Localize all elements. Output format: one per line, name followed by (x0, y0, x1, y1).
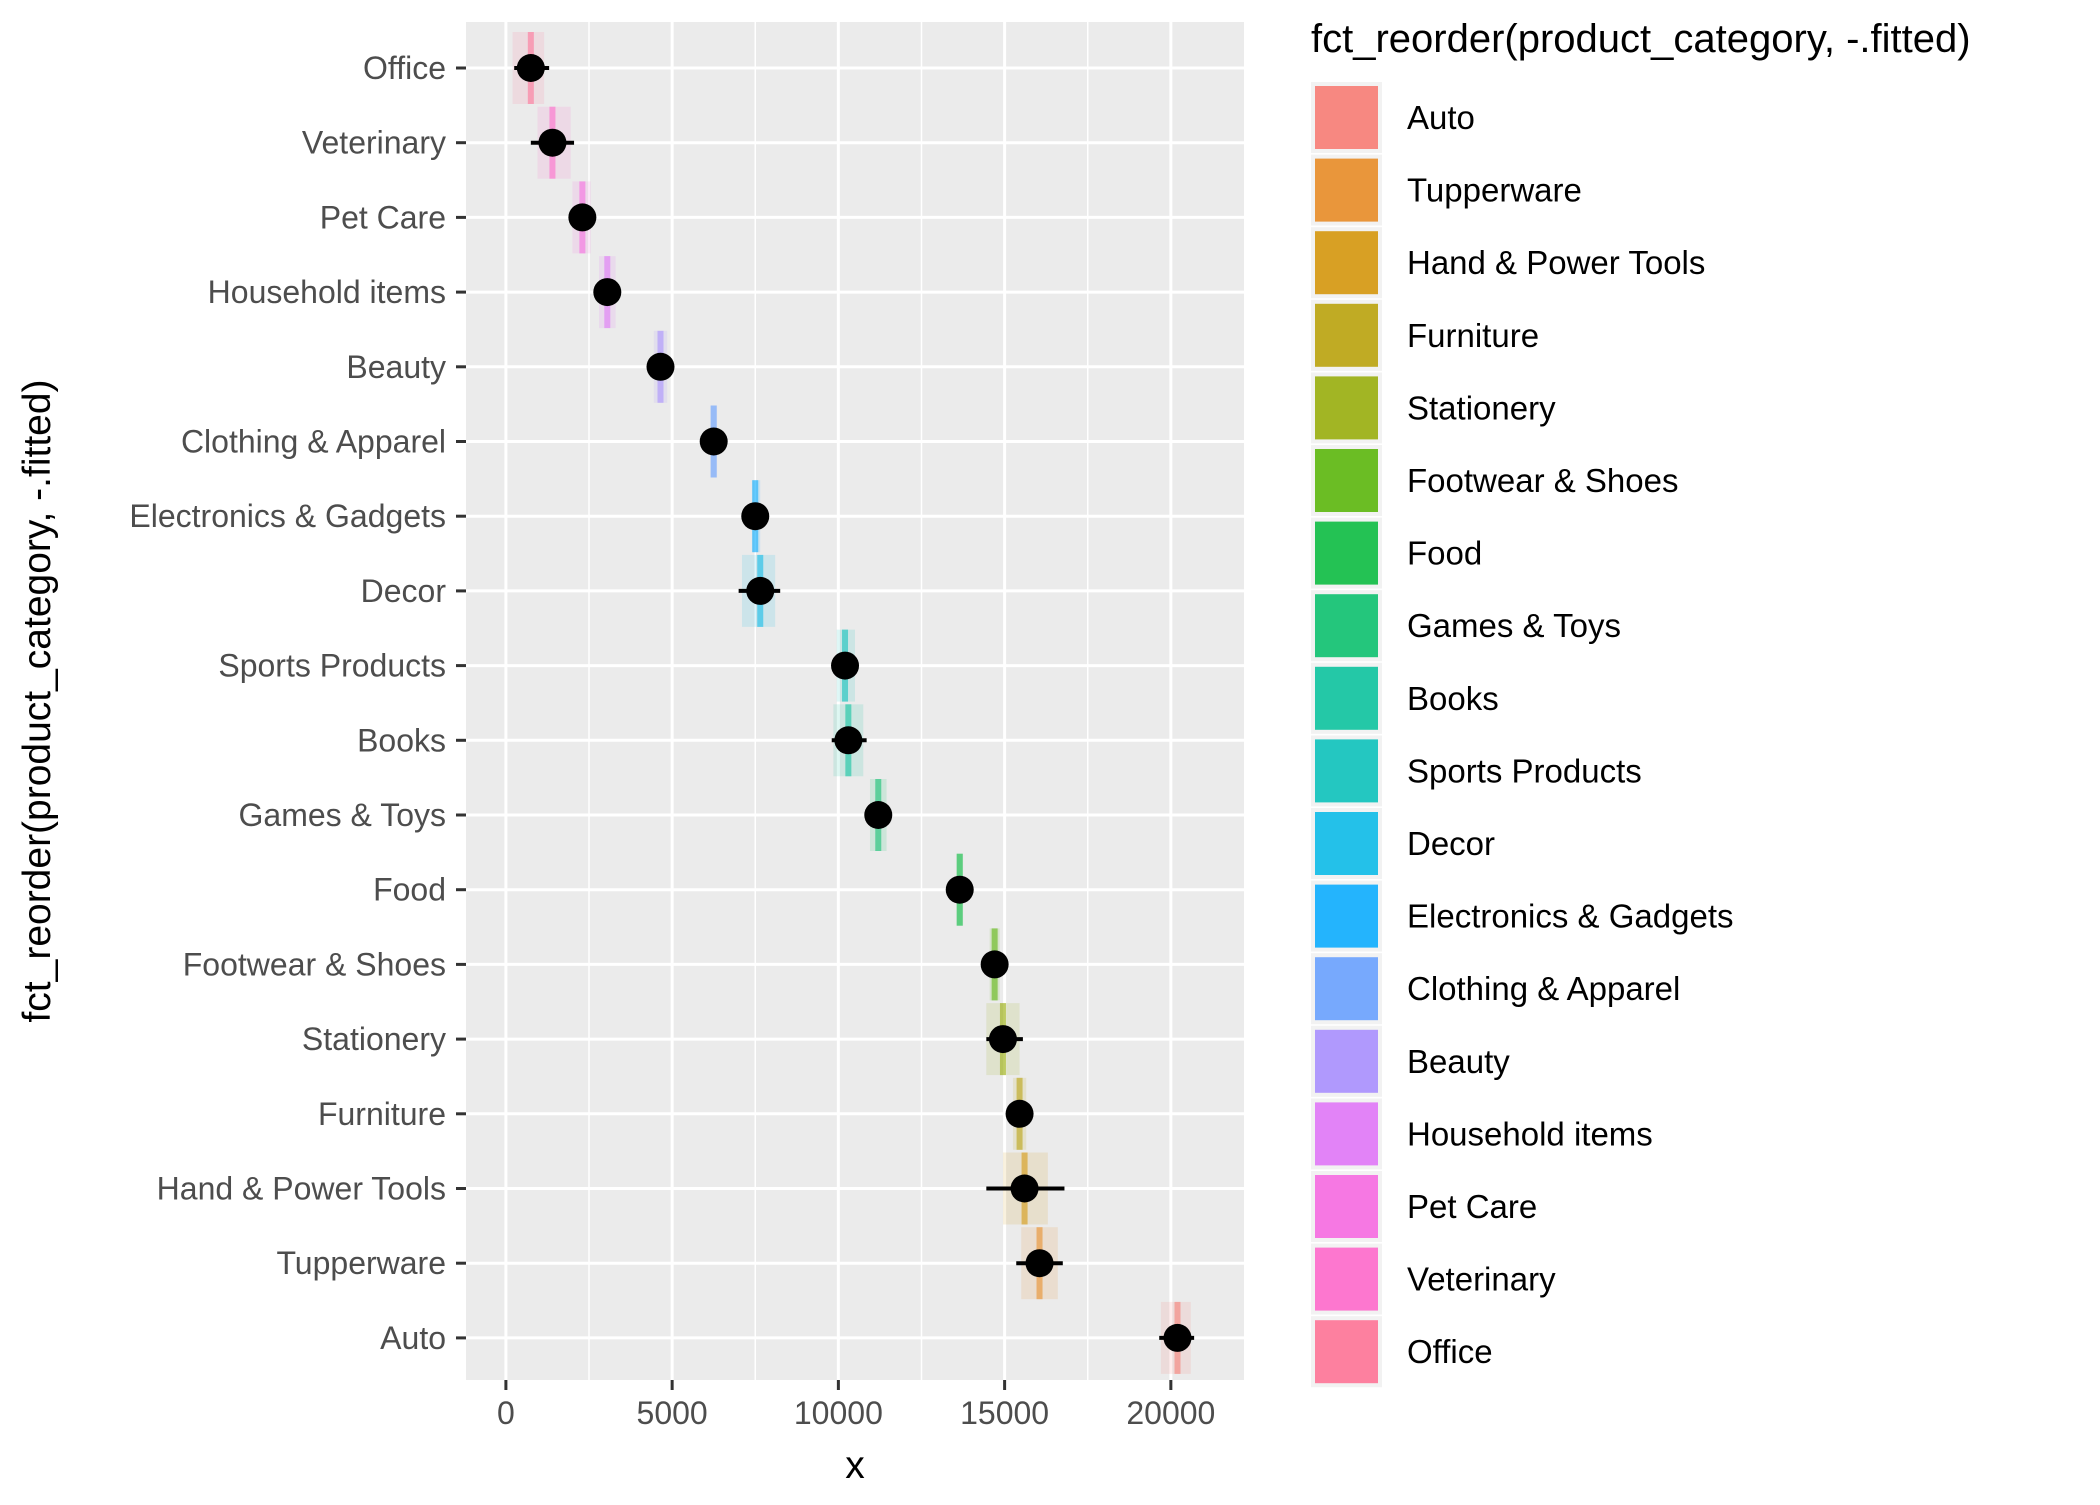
legend-label-sports-products: Sports Products (1407, 752, 1642, 789)
legend-swatch-books (1315, 666, 1378, 730)
y-tick-label-household-items: Household items (208, 274, 446, 310)
x-tick-label: 15000 (960, 1395, 1049, 1431)
legend-swatch-office (1315, 1320, 1378, 1384)
data-point-decor (746, 576, 775, 605)
data-point-clothing-and-apparel (699, 427, 728, 456)
y-tick-label-tupperware: Tupperware (276, 1245, 446, 1281)
data-point-games-and-toys (864, 801, 893, 829)
legend-label-books: Books (1407, 680, 1499, 717)
legend: fct_reorder(product_category, -.fitted) … (1311, 17, 1971, 1388)
legend-label-veterinary: Veterinary (1407, 1261, 1556, 1298)
data-point-beauty (646, 352, 675, 381)
data-point-auto (1163, 1323, 1192, 1352)
legend-swatch-beauty (1315, 1029, 1378, 1093)
y-tick-label-stationery: Stationery (302, 1021, 446, 1057)
legend-swatch-games-and-toys (1315, 594, 1378, 658)
x-tick-label: 10000 (794, 1395, 883, 1431)
data-point-furniture (1005, 1099, 1034, 1128)
legend-swatch-clothing-and-apparel (1315, 957, 1378, 1021)
x-tick-label: 0 (497, 1395, 515, 1431)
legend-label-clothing-and-apparel: Clothing & Apparel (1407, 970, 1680, 1007)
data-points (516, 54, 1192, 1352)
legend-label-office: Office (1407, 1333, 1493, 1370)
legend-swatch-pet-care (1315, 1175, 1378, 1238)
legend-label-food: Food (1407, 535, 1482, 572)
y-tick-label-clothing-and-apparel: Clothing & Apparel (181, 424, 446, 460)
legend-swatch-hand-and-power-tools (1315, 231, 1378, 295)
y-tick-label-food: Food (373, 872, 446, 908)
y-tick-label-decor: Decor (361, 573, 447, 609)
y-tick-label-beauty: Beauty (346, 349, 446, 385)
legend-swatch-auto (1315, 86, 1378, 149)
y-tick-label-veterinary: Veterinary (302, 125, 446, 161)
y-tick-label-games-and-toys: Games & Toys (239, 797, 446, 833)
legend-swatch-decor (1315, 812, 1378, 875)
legend-label-furniture: Furniture (1407, 317, 1539, 354)
data-point-hand-and-power-tools (1010, 1174, 1039, 1203)
data-point-electronics-and-gadgets (741, 502, 770, 531)
x-tick-label: 20000 (1126, 1395, 1215, 1431)
y-tick-label-sports-products: Sports Products (218, 648, 446, 684)
y-tick-label-books: Books (357, 722, 446, 758)
legend-title: fct_reorder(product_category, -.fitted) (1311, 17, 1971, 61)
legend-label-hand-and-power-tools: Hand & Power Tools (1407, 244, 1705, 281)
legend-label-beauty: Beauty (1407, 1043, 1510, 1080)
plot-panel (466, 22, 1244, 1380)
data-point-veterinary (538, 128, 567, 157)
data-point-pet-care (568, 203, 597, 232)
data-point-books (834, 726, 863, 755)
data-point-office (516, 54, 545, 82)
panel-background (466, 22, 1244, 1380)
legend-label-stationery: Stationery (1407, 389, 1556, 426)
y-axis-title: fct_reorder(product_category, -.fitted) (16, 379, 59, 1022)
legend-swatch-furniture (1315, 303, 1378, 367)
y-tick-label-electronics-and-gadgets: Electronics & Gadgets (129, 498, 446, 534)
data-point-sports-products (831, 651, 860, 680)
y-tick-label-hand-and-power-tools: Hand & Power Tools (157, 1171, 446, 1207)
y-tick-label-footwear-and-shoes: Footwear & Shoes (183, 946, 446, 982)
data-point-household-items (593, 278, 622, 307)
x-axis-title: x (845, 1444, 865, 1487)
data-point-stationery (988, 1025, 1017, 1054)
y-tick-label-furniture: Furniture (318, 1096, 446, 1132)
legend-swatch-electronics-and-gadgets (1315, 884, 1378, 948)
legend-label-footwear-and-shoes: Footwear & Shoes (1407, 462, 1678, 499)
axes: 0 5000 10000 15000 20000 Office Veterinary Pet … (129, 50, 1215, 1431)
legend-label-pet-care: Pet Care (1407, 1188, 1537, 1225)
legend-label-electronics-and-gadgets: Electronics & Gadgets (1407, 898, 1734, 935)
legend-label-household-items: Household items (1407, 1115, 1653, 1152)
legend-swatch-food (1315, 521, 1378, 585)
y-tick-label-auto: Auto (380, 1320, 446, 1356)
legend-swatch-tupperware (1315, 158, 1378, 222)
legend-label-auto: Auto (1407, 99, 1475, 136)
legend-label-decor: Decor (1407, 825, 1495, 862)
legend-swatch-footwear-and-shoes (1315, 449, 1378, 512)
legend-swatch-household-items (1315, 1102, 1378, 1166)
data-point-tupperware (1025, 1249, 1054, 1278)
data-point-footwear-and-shoes (980, 950, 1009, 979)
data-point-food (945, 875, 974, 904)
legend-label-games-and-toys: Games & Toys (1407, 607, 1621, 644)
legend-swatch-sports-products (1315, 739, 1378, 803)
legend-label-tupperware: Tupperware (1407, 172, 1582, 209)
x-tick-label: 5000 (637, 1395, 708, 1431)
y-tick-label-office: Office (363, 50, 446, 86)
y-tick-label-pet-care: Pet Care (320, 199, 446, 235)
legend-swatch-stationery (1315, 376, 1378, 440)
legend-swatch-veterinary (1315, 1247, 1378, 1311)
